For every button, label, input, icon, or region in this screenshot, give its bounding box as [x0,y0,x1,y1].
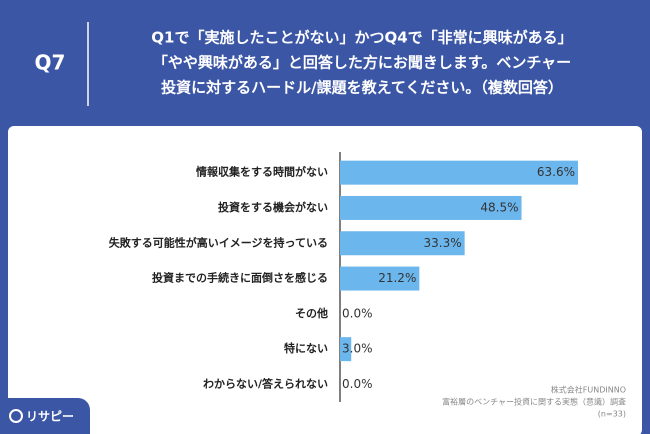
source-line: 富裕層のベンチャー投資に関する実態（意識）調査 [442,397,626,407]
category-label: 失敗する可能性が高いイメージを持っている [109,235,328,249]
bar [340,231,465,256]
logo: リサピー [26,410,74,424]
bar [340,195,522,220]
source-line: 株式会社FUNDINNO [551,385,626,395]
category-label: わからない/答えられない [203,376,328,390]
value-label: 21.2% [378,271,416,285]
category-label: 投資をする機会がない [218,200,328,214]
value-label: 63.6% [537,165,575,179]
value-label: 3.0% [342,342,373,356]
logo-icon [9,409,23,423]
bar [340,266,420,291]
logo-tab [0,398,90,434]
category-label: 情報収集をする時間がない [196,165,328,179]
title-line: 「やや興味がある」と回答した方にお聞きします。ベンチャー [153,54,571,72]
title: Q1で「実施したことがない」かつQ4で「非常に興味がある」「やや興味がある」と回… [151,29,572,97]
value-label: 33.3% [424,236,462,250]
category-label: その他 [295,306,328,320]
bar [340,160,579,185]
value-label: 48.5% [480,200,518,214]
source-line: (n=33) [598,410,626,419]
source: 株式会社FUNDINNO 富裕層のベンチャー投資に関する実態（意識）調査 (n=33… [442,385,626,419]
category-label: 特にない [284,341,328,355]
title-line: Q1で「実施したことがない」かつQ4で「非常に興味がある」 [151,29,572,47]
question-label: Q7 [35,51,66,75]
value-label: 0.0% [342,306,373,320]
value-label: 0.0% [342,377,373,391]
title-line: 投資に対するハードル/課題を教えてください。（複数回答） [161,79,563,97]
category-label: 投資までの手続きに面倒さを感じる [152,271,328,285]
bar [340,337,352,362]
